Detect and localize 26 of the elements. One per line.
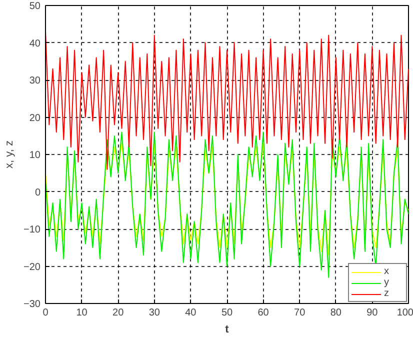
y-tick-label: 50 xyxy=(29,1,41,12)
y-tick-label: 40 xyxy=(29,38,41,50)
y-tick-label: −30 xyxy=(24,299,41,310)
x-tick-label: 30 xyxy=(148,308,160,318)
y-tick-label: 10 xyxy=(29,150,41,161)
x-tick-label: 0 xyxy=(42,308,49,318)
x-tick-label: 90 xyxy=(366,308,378,318)
legend-label: y xyxy=(384,277,390,288)
x-tick-label: 20 xyxy=(112,308,124,318)
legend-label: x xyxy=(384,266,390,277)
y-axis-title: x, y, z xyxy=(4,140,16,168)
x-tick-label: 100 xyxy=(396,308,413,318)
x-axis-title: t xyxy=(225,324,230,336)
x-tick-label: 60 xyxy=(258,308,270,318)
x-tick-label: 70 xyxy=(294,308,306,318)
legend-label: z xyxy=(384,288,390,299)
y-tick-label: 30 xyxy=(29,76,41,86)
y-tick-label: −20 xyxy=(24,262,41,273)
y-tick-label: −10 xyxy=(24,224,41,236)
y-tick-label: 0 xyxy=(34,187,41,198)
line-series xyxy=(46,132,408,278)
x-tick-label: 40 xyxy=(185,308,197,318)
y-tick-label: 20 xyxy=(29,112,41,124)
x-tick-label: 50 xyxy=(221,308,233,318)
x-tick-label: 80 xyxy=(330,308,342,318)
x-tick-label: 10 xyxy=(76,308,88,318)
